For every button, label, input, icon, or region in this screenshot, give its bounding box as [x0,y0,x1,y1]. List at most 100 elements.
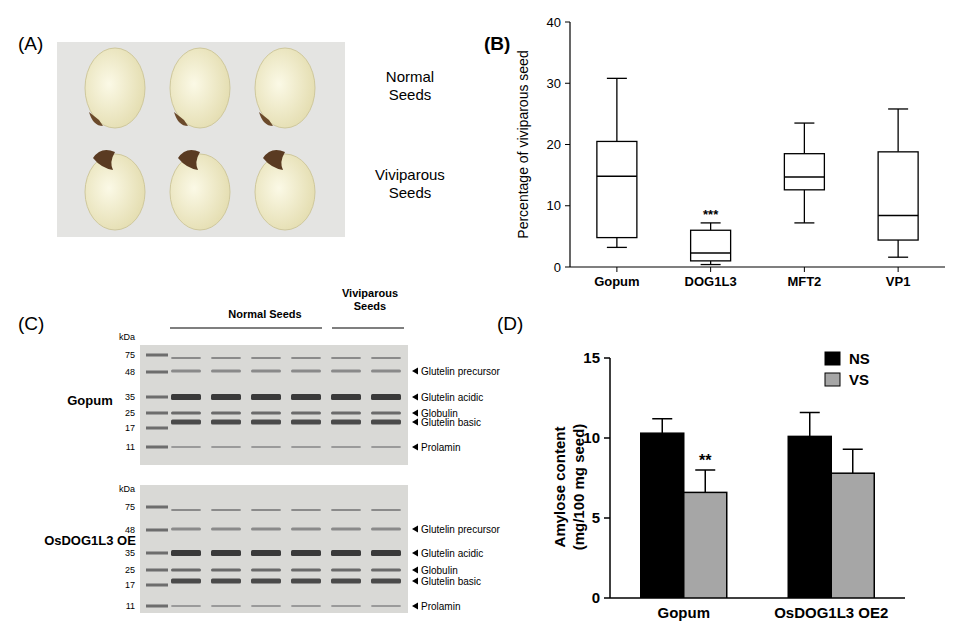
ladder-label: 35 [125,548,135,558]
protein-band [331,509,361,511]
unit-label: kDa [119,484,135,494]
whisker-cap [607,78,627,79]
whisker-cap [701,222,721,223]
seed [255,48,315,128]
protein-band [291,357,321,359]
bar [641,433,684,598]
band-arrow [412,526,418,533]
band-label: Glutelin basic [421,576,481,587]
protein-band [331,528,361,531]
text-line: (mg/100 mg seed) [570,424,587,551]
box [784,154,824,190]
legend-swatch [825,373,840,386]
x-tick-label: DOG1L3 [685,274,737,289]
y-tick-label: 0 [592,589,600,606]
median [878,215,918,217]
protein-band [171,446,201,448]
sprout-tip [178,150,200,170]
band-arrow [412,603,418,610]
y-tick [604,437,610,439]
legend-label: NS [849,350,870,367]
upper-whisker [804,123,805,154]
band-arrow [412,419,418,426]
protein-band [291,446,321,448]
upper-whisker [897,109,898,152]
bar [684,492,727,598]
protein-band [211,446,241,448]
figure: (A)(B)(C)(D)NormalSeedsViviparousSeedsNo… [0,0,959,640]
whisker-cap [888,108,908,109]
x-tick [710,267,711,272]
ladder-label: 48 [125,367,135,377]
bar [831,473,874,598]
protein-band [211,569,241,572]
text-line: Viviparous [375,166,445,183]
whisker-cap [701,264,721,265]
band-arrow [412,410,418,417]
x-tick [898,267,899,272]
y-tick [604,357,610,359]
protein-band [291,394,321,400]
lower-whisker [616,238,617,248]
box-chart: 010203040Percentage of viviparous seedGo… [515,15,945,290]
band-label: Globulin [421,565,458,576]
band-arrow [412,550,418,557]
ladder-band [146,552,168,555]
column-header: ViviparousSeeds [342,287,398,312]
bar [788,436,831,598]
y-tick-label: 40 [547,15,561,30]
protein-band [171,357,201,359]
protein-band [171,528,201,531]
text-line: Viviparous [342,287,398,299]
y-tick [565,144,570,145]
ladder-label: 35 [125,392,135,402]
gel [140,345,408,465]
column-header: Normal Seeds [228,308,301,320]
error-bar [652,419,672,433]
ladder-band [146,605,168,608]
protein-band [211,528,241,531]
protein-band [171,579,201,584]
x-tick-label: Gopum [594,274,640,289]
protein-band [331,446,361,448]
error-bar [843,449,863,473]
protein-band [331,605,361,607]
protein-band [291,569,321,572]
photo-label: NormalSeeds [386,68,434,103]
protein-band [211,420,241,425]
protein-band [371,528,401,531]
band-arrow [412,444,418,451]
box [691,230,731,261]
protein-band [251,370,281,373]
ladder-band [146,584,168,587]
gel [140,485,408,613]
y-tick-label: 5 [592,509,600,526]
band-label: Glutelin precursor [421,524,501,535]
band-arrow [412,578,418,585]
x-axis [570,266,945,267]
protein-band [211,579,241,584]
y-tick-label: 20 [547,137,561,152]
y-tick-label: 30 [547,76,561,91]
unit-label: kDa [119,332,135,342]
ladder-band [146,427,168,430]
boxes [597,78,918,264]
protein-band [331,569,361,572]
band-label: Prolamin [421,442,460,453]
protein-band [251,550,281,556]
y-tick-label: 0 [554,260,561,275]
x-tick-label: MFT2 [787,274,821,289]
protein-band [371,550,401,556]
protein-band [331,420,361,425]
protein-band [211,605,241,607]
band-label: Prolamin [421,601,460,612]
bars [641,412,875,598]
x-tick-label: OsDOG1L3 OE2 [774,604,888,621]
protein-band [251,446,281,448]
ladder-band [146,412,168,415]
protein-band [251,412,281,415]
band-label: Glutelin precursor [421,366,501,377]
header-line [332,327,404,328]
protein-band [171,550,201,556]
protein-band [251,579,281,584]
